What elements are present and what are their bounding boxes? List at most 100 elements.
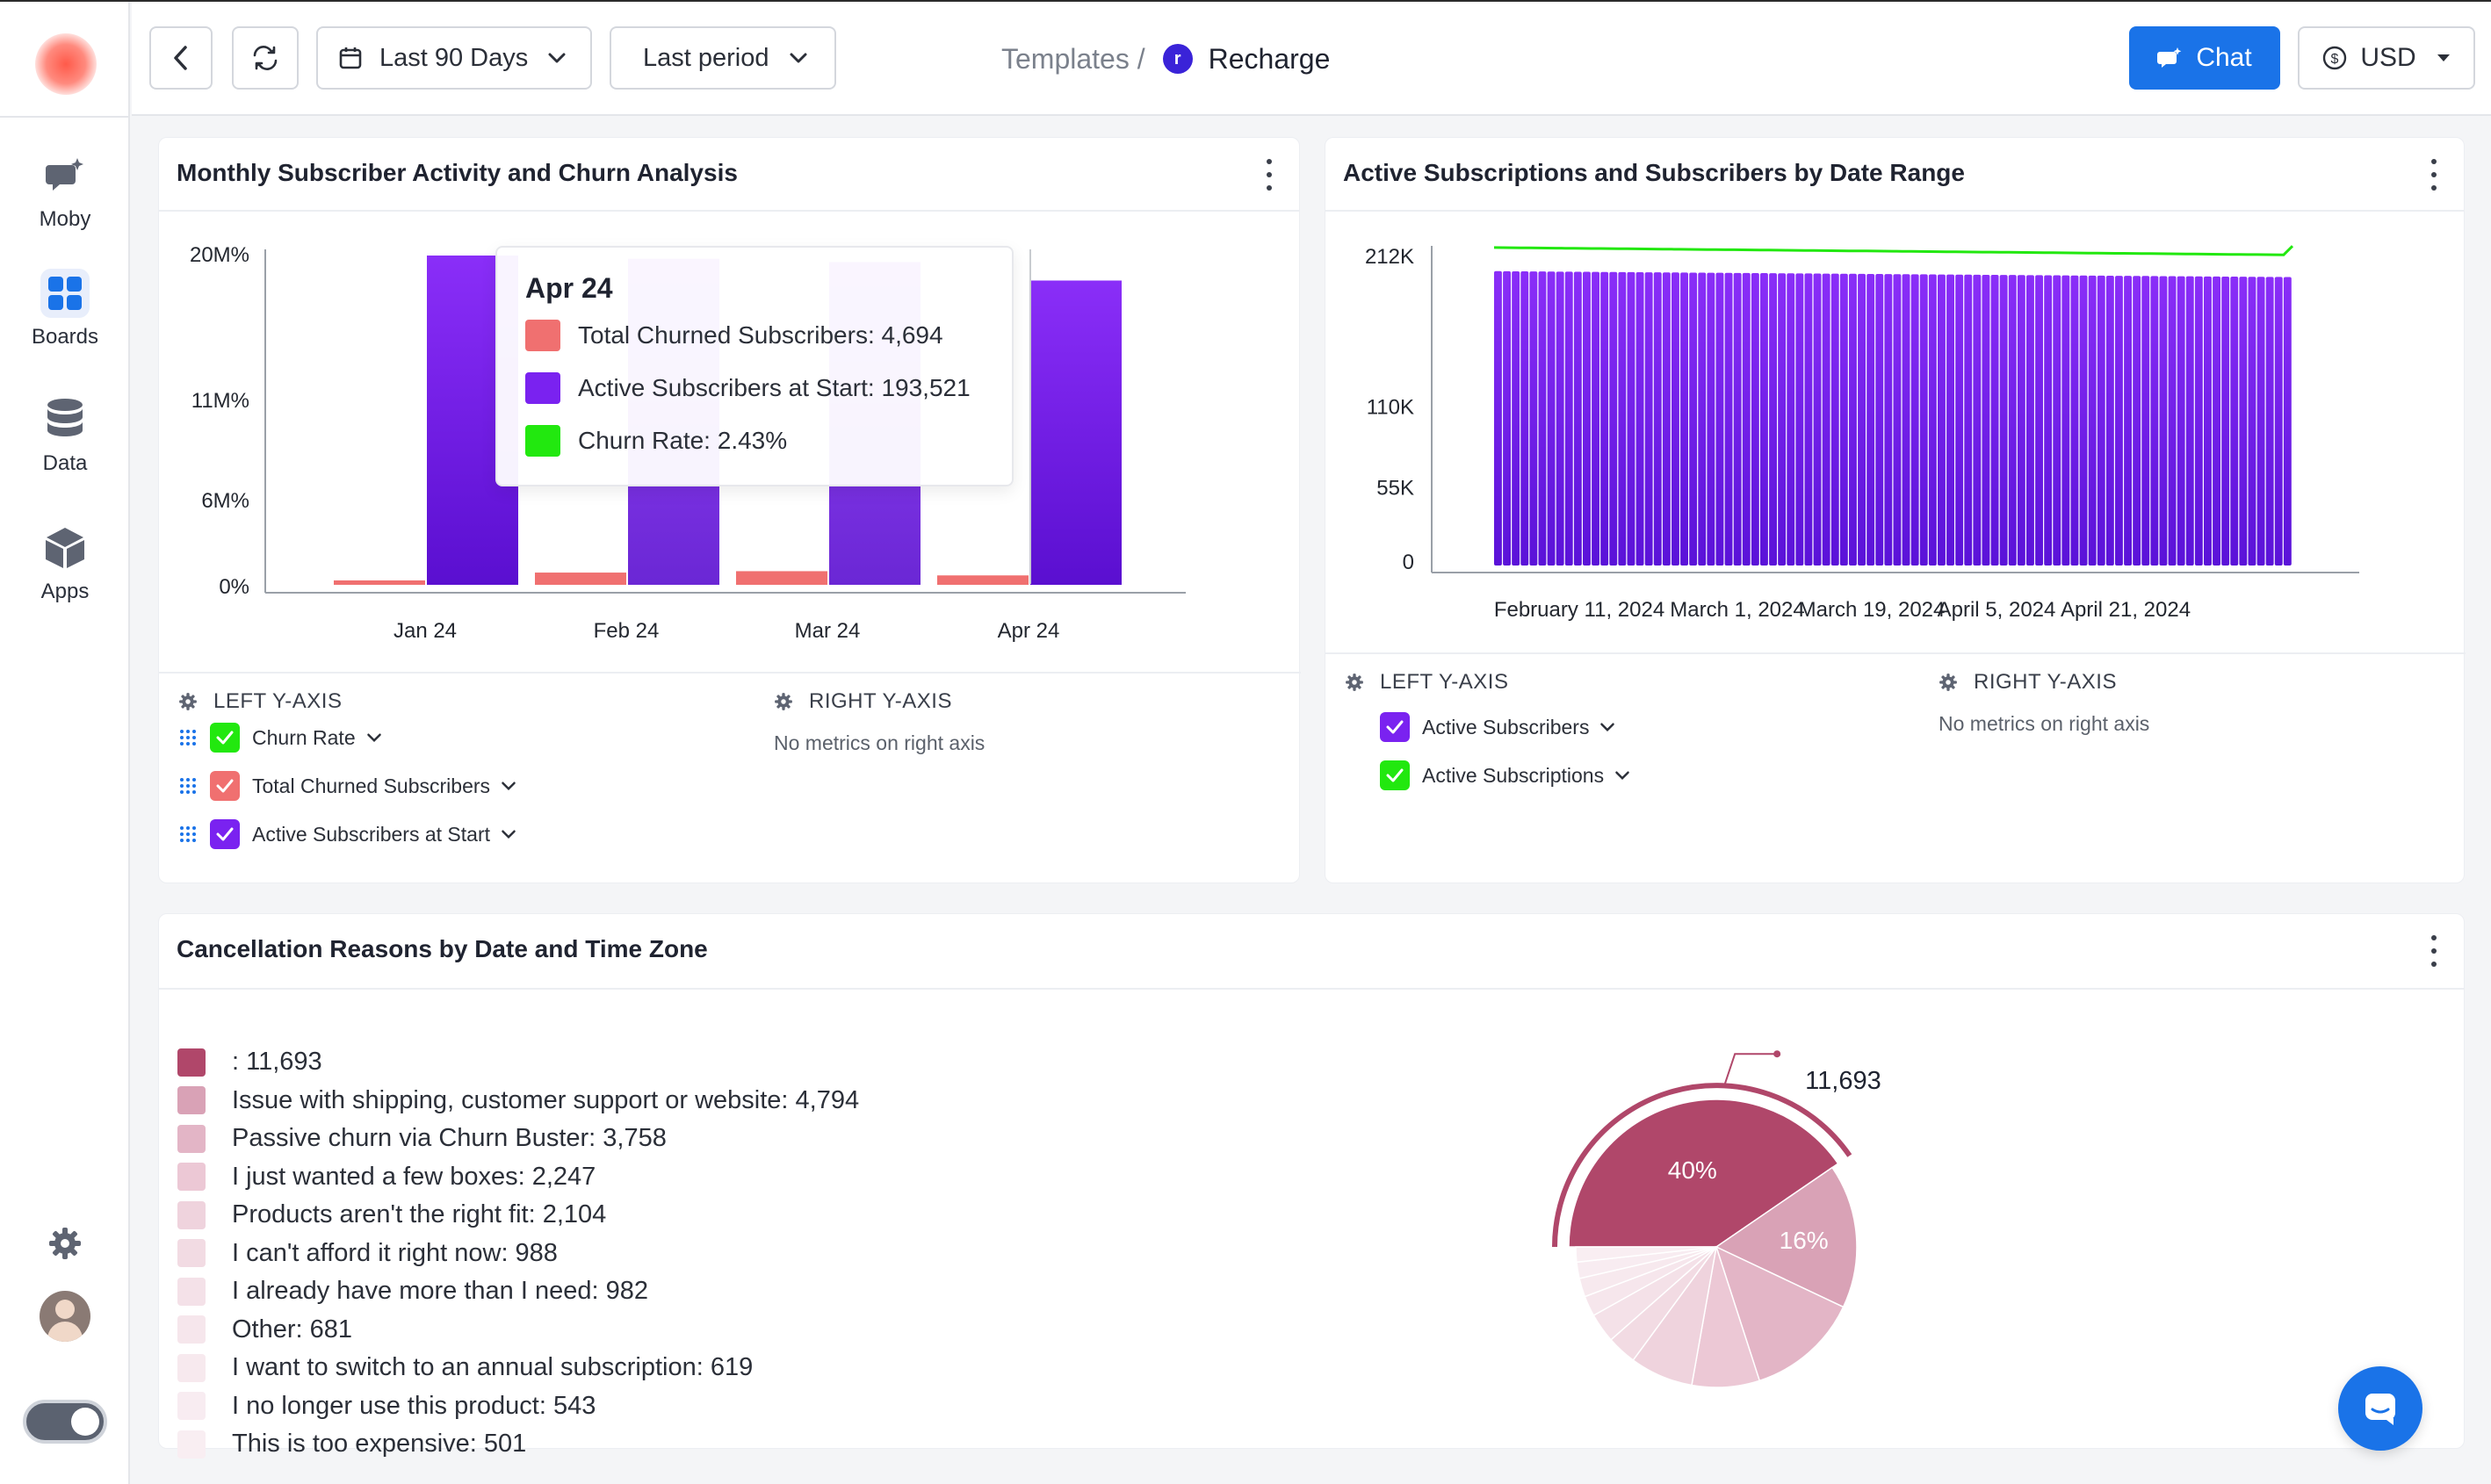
bar-active-subscribers bbox=[1698, 272, 1707, 566]
check-icon bbox=[216, 827, 234, 841]
bar-active-subscribers bbox=[1529, 271, 1538, 566]
legend-swatch bbox=[525, 320, 560, 351]
card-cancellation-reasons: Cancellation Reasons by Date and Time Zo… bbox=[158, 913, 2465, 1449]
tooltip-row-label: Active Subscribers at Start: 193,521 bbox=[578, 374, 971, 401]
bar-active-subscribers bbox=[1982, 274, 1990, 566]
legend-label: This is too expensive: 501 bbox=[232, 1430, 527, 1459]
kebab-menu-icon[interactable] bbox=[2429, 159, 2439, 191]
gear-icon bbox=[179, 693, 197, 710]
chat-button[interactable]: Chat bbox=[2129, 26, 2280, 90]
legend-label: I want to switch to an annual subscripti… bbox=[232, 1353, 754, 1382]
sidebar-item-moby[interactable]: Moby bbox=[0, 151, 130, 232]
metric-checkbox[interactable] bbox=[210, 771, 240, 801]
pie-legend-item[interactable]: I just wanted a few boxes: 2,247 bbox=[177, 1158, 859, 1197]
bar-active-subscribers bbox=[1618, 271, 1627, 566]
tooltip-row-label: Total Churned Subscribers: 4,694 bbox=[578, 321, 943, 349]
bar-active-subscribers bbox=[2159, 276, 2168, 566]
y-tick-label: 11M% bbox=[191, 389, 249, 413]
chevron-down-icon[interactable] bbox=[366, 732, 382, 743]
bar-active-subscribers bbox=[1999, 275, 2008, 566]
bar-active-subscribers bbox=[1494, 270, 1502, 566]
chevron-down-icon[interactable] bbox=[1599, 722, 1615, 732]
theme-toggle[interactable] bbox=[0, 1400, 130, 1444]
pie-legend-item[interactable]: This is too expensive: 501 bbox=[177, 1425, 859, 1464]
pie-hover-arc bbox=[1552, 1083, 1852, 1248]
kebab-menu-icon[interactable] bbox=[1264, 159, 1274, 191]
bar-active-subscribers bbox=[2213, 276, 2220, 566]
bar-active-subscribers bbox=[1990, 275, 1999, 566]
bar-active-subscribers bbox=[2026, 275, 2034, 566]
bar-active-subscribers bbox=[1680, 272, 1688, 566]
compare-period-select[interactable]: Last period bbox=[610, 26, 836, 90]
date-range-select[interactable]: Last 90 Days bbox=[316, 26, 592, 90]
y-tick-label: 6M% bbox=[201, 489, 249, 513]
back-button[interactable] bbox=[149, 26, 213, 90]
bar-active-subscribers bbox=[2248, 277, 2256, 566]
refresh-button[interactable] bbox=[232, 26, 299, 90]
bar-active-subscribers bbox=[1503, 270, 1511, 566]
bar-active-subscribers bbox=[1030, 280, 1122, 585]
user-avatar-button[interactable] bbox=[0, 1291, 130, 1342]
bar-active-subscribers bbox=[1830, 273, 1839, 566]
chevron-down-icon[interactable] bbox=[501, 781, 516, 791]
pie-legend-item[interactable]: I want to switch to an annual subscripti… bbox=[177, 1349, 859, 1387]
card-header: Cancellation Reasons by Date and Time Zo… bbox=[159, 914, 2464, 990]
pie-legend-item[interactable]: I can't afford it right now: 988 bbox=[177, 1235, 859, 1273]
gear-icon bbox=[1939, 674, 1957, 691]
drag-handle-icon[interactable] bbox=[178, 728, 198, 747]
y-tick-label: 55K bbox=[1376, 477, 1414, 501]
kebab-menu-icon[interactable] bbox=[2429, 935, 2439, 967]
pie-legend-item[interactable]: Other: 681 bbox=[177, 1311, 859, 1350]
bar-active-subscribers bbox=[2185, 276, 2194, 566]
metric-row-active-subscriptions[interactable]: Active Subscriptions bbox=[1380, 760, 1630, 790]
x-tick-label: Apr 24 bbox=[998, 619, 1060, 643]
pie-legend-item[interactable]: : 11,693 bbox=[177, 1043, 859, 1082]
drag-handle-icon[interactable] bbox=[178, 825, 198, 844]
pie-legend-item[interactable]: I already have more than I need: 982 bbox=[177, 1272, 859, 1311]
chevron-down-icon[interactable] bbox=[501, 829, 516, 839]
bar-active-subscribers bbox=[1822, 273, 1830, 566]
bar-active-subscribers bbox=[1910, 274, 1919, 566]
right-axis-section-title: RIGHT Y-AXIS bbox=[774, 689, 952, 714]
currency-select[interactable]: $ USD bbox=[2298, 26, 2475, 90]
metric-checkbox[interactable] bbox=[1380, 760, 1410, 790]
metric-checkbox[interactable] bbox=[1380, 712, 1410, 742]
sidebar-item-boards[interactable]: Boards bbox=[0, 269, 130, 349]
legend-swatch bbox=[177, 1163, 206, 1192]
card-header: Monthly Subscriber Activity and Churn An… bbox=[159, 138, 1299, 212]
metric-row-total-churned[interactable]: Total Churned Subscribers bbox=[178, 771, 516, 801]
metric-checkbox[interactable] bbox=[210, 819, 240, 849]
bar-active-subscribers bbox=[1928, 274, 1937, 566]
window-top-border bbox=[0, 0, 2491, 2]
pie-legend-item[interactable]: I no longer use this product: 543 bbox=[177, 1387, 859, 1426]
chevron-down-icon[interactable] bbox=[1614, 770, 1630, 781]
sidebar-item-label: Data bbox=[42, 451, 88, 475]
pie-legend-item[interactable]: Issue with shipping, customer support or… bbox=[177, 1082, 859, 1120]
line-active-subscriptions bbox=[1493, 245, 2294, 256]
breadcrumb-templates[interactable]: Templates / bbox=[1001, 42, 1145, 75]
pie-legend-item[interactable]: Products aren't the right fit: 2,104 bbox=[177, 1196, 859, 1235]
metric-row-active-subscribers[interactable]: Active Subscribers at Start bbox=[178, 819, 516, 849]
metric-row-active-subscribers[interactable]: Active Subscribers bbox=[1380, 712, 1615, 742]
sidebar-item-apps[interactable]: Apps bbox=[0, 523, 130, 604]
avatar bbox=[40, 1291, 90, 1342]
bar-active-subscribers bbox=[1964, 274, 1973, 566]
right-axis-empty: No metrics on right axis bbox=[774, 731, 986, 754]
drag-handle-icon[interactable] bbox=[178, 776, 198, 796]
sidebar-item-data[interactable]: Data bbox=[0, 395, 130, 476]
pie-legend-item[interactable]: Passive churn via Churn Buster: 3,758 bbox=[177, 1120, 859, 1158]
bar-active-subscribers bbox=[2133, 276, 2141, 566]
metric-row-churn-rate[interactable]: Churn Rate bbox=[178, 723, 382, 753]
brand-logo[interactable] bbox=[35, 33, 97, 95]
chat-sparkle-icon bbox=[40, 151, 90, 200]
support-chat-button[interactable] bbox=[2338, 1366, 2422, 1451]
bar-active-subscribers bbox=[1653, 272, 1662, 566]
legend-swatch bbox=[177, 1392, 206, 1421]
right-axis-section-title: RIGHT Y-AXIS bbox=[1939, 670, 2117, 695]
x-tick-label: March 19, 2024 bbox=[1799, 598, 1946, 622]
settings-button[interactable] bbox=[0, 1226, 130, 1261]
bar-active-subscribers bbox=[1538, 271, 1547, 566]
check-icon bbox=[216, 731, 234, 745]
y-tick-label: 110K bbox=[1367, 395, 1414, 419]
metric-checkbox[interactable] bbox=[210, 723, 240, 753]
